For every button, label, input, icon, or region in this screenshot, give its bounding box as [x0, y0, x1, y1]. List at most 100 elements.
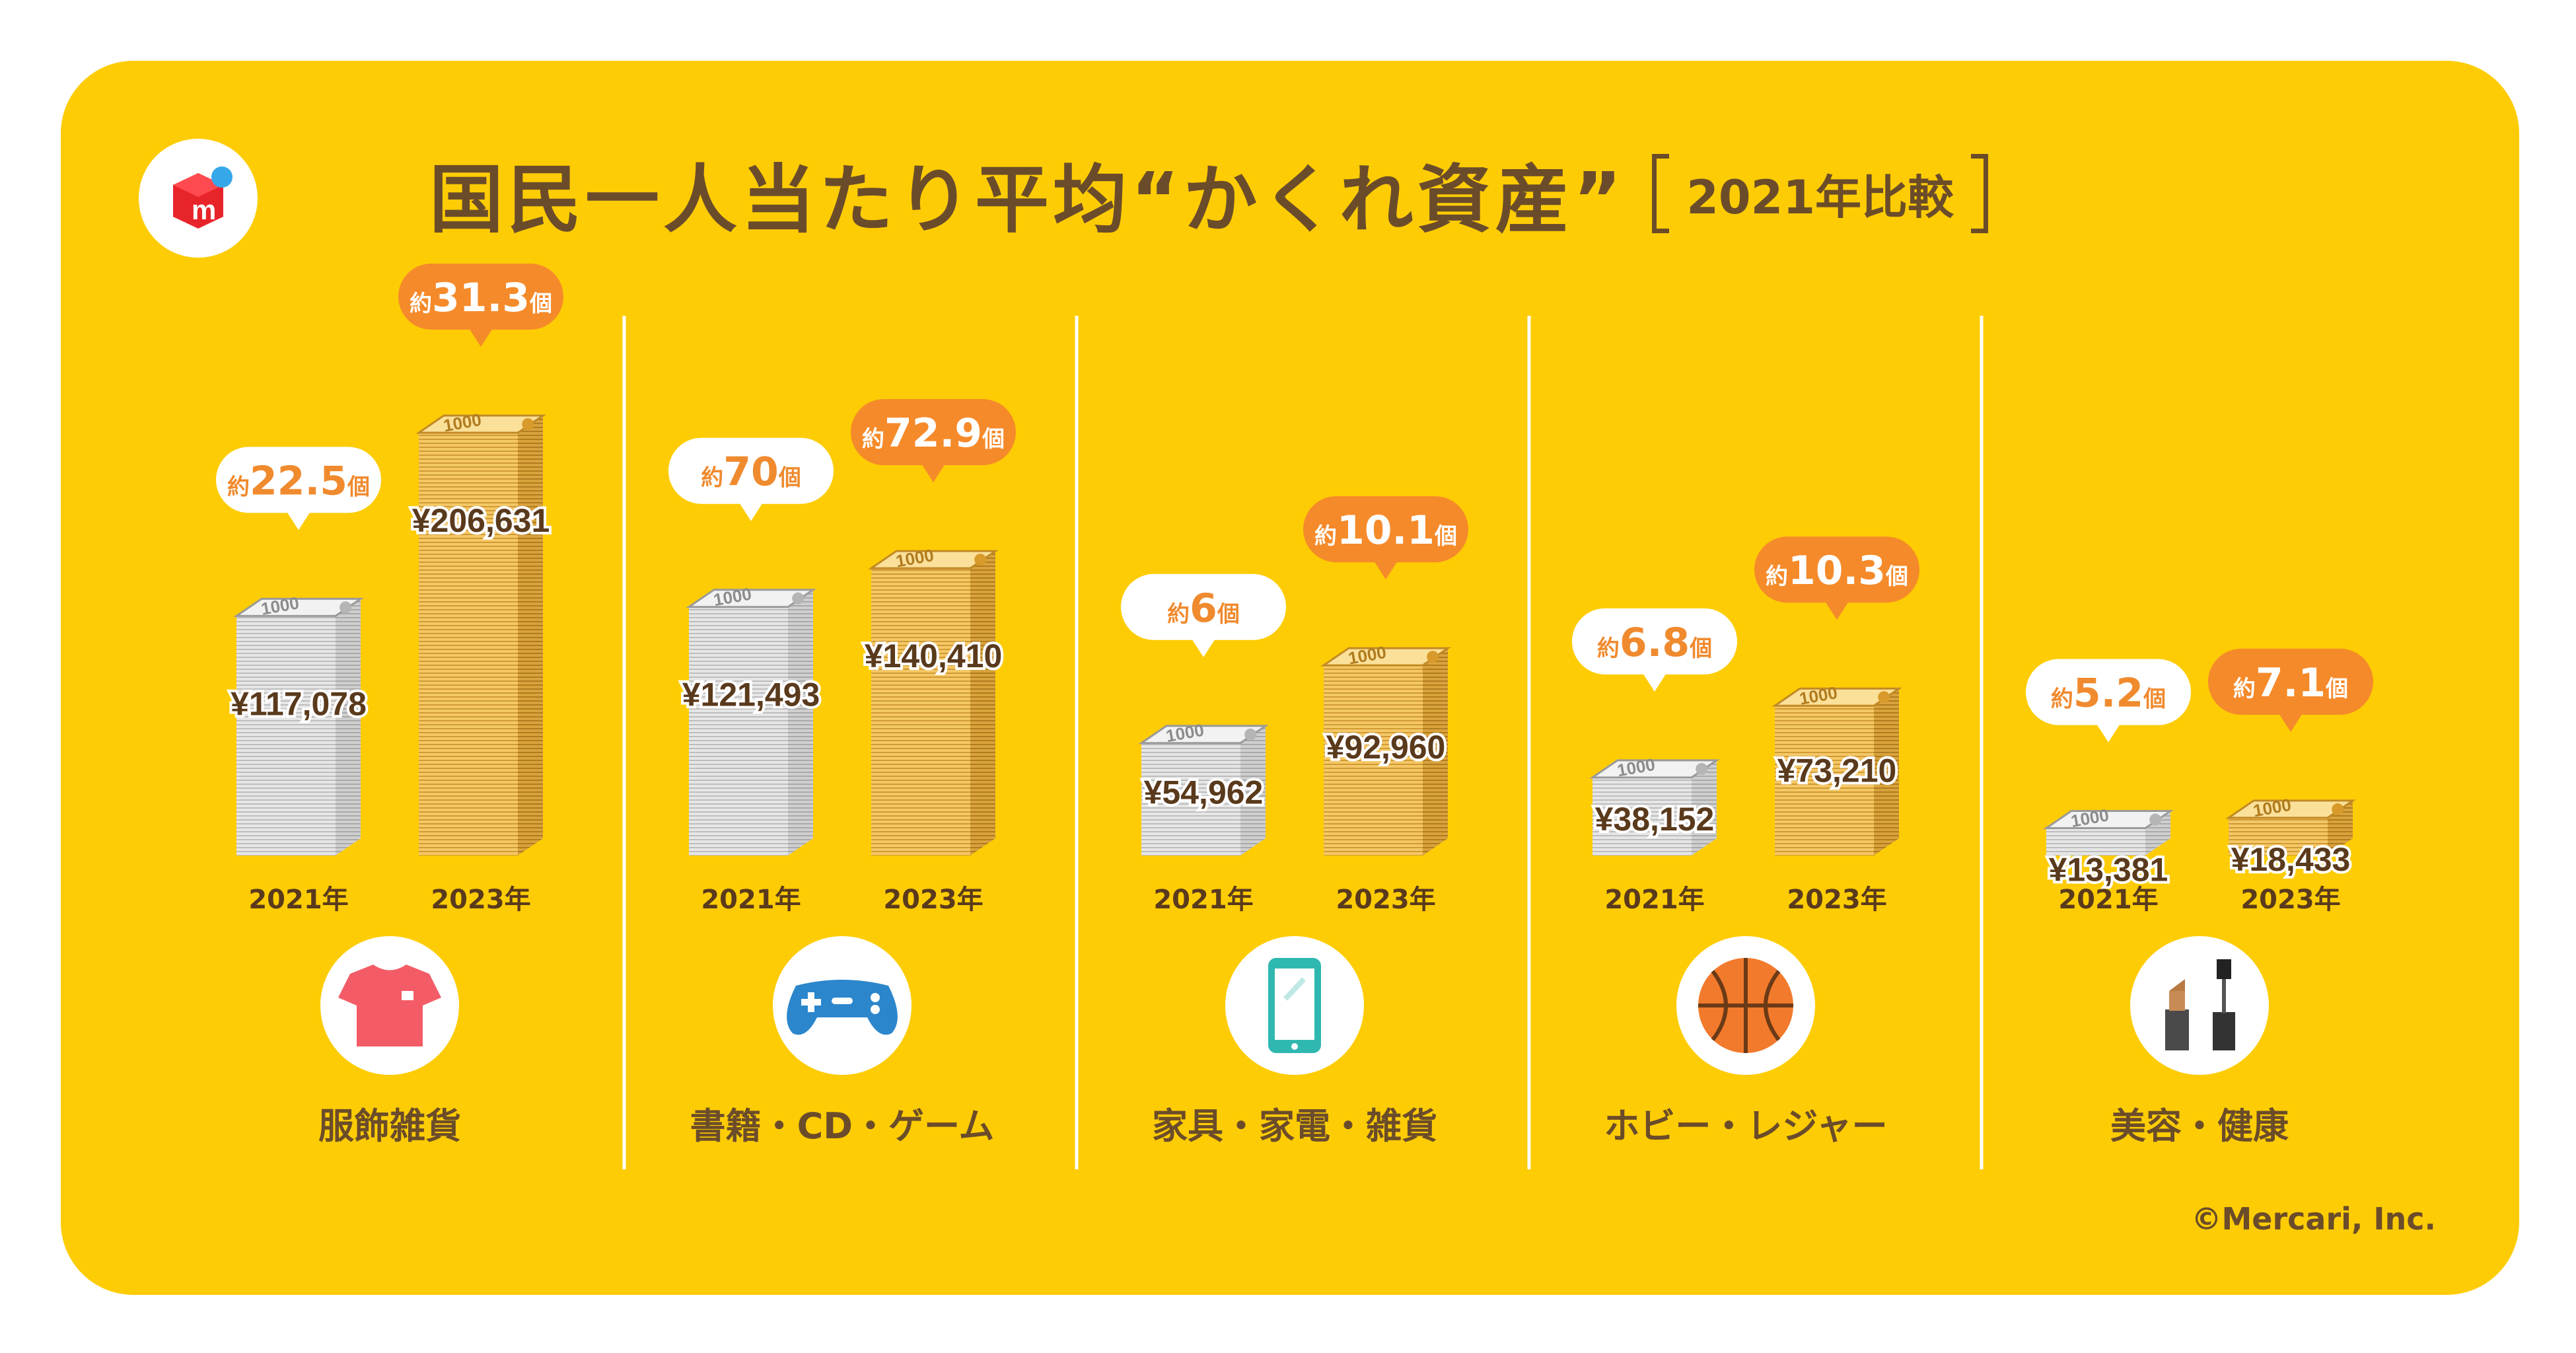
title-row: 国民一人当たり平均“かくれ資産” 2021年比較 — [429, 144, 1989, 243]
bar-front — [1775, 706, 1874, 856]
count-label: 約10.3個 — [1766, 548, 1908, 594]
count-bubble-1: 約10.1個 — [1303, 496, 1468, 580]
value-label: ¥92,960 — [1326, 729, 1446, 766]
bar-front — [1324, 665, 1423, 856]
year-label: 2023年 — [2240, 885, 2340, 915]
banknote-top — [1320, 647, 1451, 667]
cosmetics-icon — [2130, 936, 2269, 1075]
count-label: 約6.8個 — [1597, 620, 1712, 666]
bar-side — [970, 551, 995, 856]
value-label: ¥206,631 — [412, 502, 550, 539]
banknote-seal — [1427, 651, 1439, 663]
count-bubble-1: 約7.1個 — [2208, 648, 2373, 732]
count-bubble-0: 約22.5個 — [216, 447, 381, 530]
count-label: 約5.2個 — [2051, 671, 2166, 717]
banknote-seal — [792, 592, 805, 604]
value-label: ¥13,381 — [2049, 852, 2168, 889]
banknote-seal — [1878, 691, 1890, 704]
game-controller-icon — [773, 936, 912, 1075]
banknote-top — [1771, 687, 1902, 707]
value-label: ¥140,410 — [865, 638, 1003, 675]
bar-front — [1141, 743, 1240, 856]
bar-side — [1874, 688, 1899, 856]
banknote-seal — [2332, 803, 2344, 815]
subtitle-bracket-left — [1652, 154, 1670, 233]
count-label: 約10.1個 — [1314, 507, 1457, 554]
banknote-seal — [974, 554, 987, 566]
count-bubble-1: 約31.3個 — [398, 264, 563, 347]
year-label: 2021年 — [701, 885, 801, 915]
value-label: ¥121,493 — [682, 676, 820, 713]
value-label: ¥117,078 — [231, 685, 367, 722]
subtitle-group: 2021年比較 — [1652, 144, 1989, 243]
count-label: 約22.5個 — [227, 458, 370, 504]
basketball-icon — [1676, 936, 1815, 1075]
category-label: 書籍・CD・ゲーム — [690, 1105, 995, 1147]
bar-front — [236, 616, 336, 856]
bar-front — [1592, 777, 1692, 856]
bar-side — [336, 599, 361, 856]
value-label: ¥38,152 — [1595, 801, 1715, 838]
bar-side — [1240, 725, 1266, 856]
banknote-top — [2043, 810, 2174, 830]
banknote-top — [1589, 759, 1720, 779]
banknote-top — [1138, 725, 1269, 745]
year-label: 2021年 — [248, 885, 348, 915]
count-label: 約7.1個 — [2233, 660, 2348, 706]
bar-front — [2229, 817, 2328, 856]
year-label: 2023年 — [431, 885, 530, 915]
count-bubble-0: 約6個 — [1121, 573, 1286, 657]
subtitle-bracket-right — [1971, 154, 1989, 233]
category-label: 服飾雑貨 — [318, 1105, 461, 1147]
bar-front — [871, 568, 970, 856]
value-label: ¥54,962 — [1144, 774, 1264, 811]
count-bubble-1: 約10.3個 — [1754, 536, 1919, 620]
count-label: 約31.3個 — [410, 275, 552, 321]
count-bubble-0: 約5.2個 — [2026, 659, 2191, 743]
banknote-top — [415, 414, 546, 434]
smartphone-icon — [1225, 936, 1364, 1075]
banknote-top — [233, 597, 364, 617]
bar-front — [419, 433, 518, 856]
banknote-top — [2225, 799, 2356, 819]
banknote-seal — [1244, 728, 1257, 741]
value-label: ¥73,210 — [1777, 752, 1897, 789]
banknote-seal — [340, 601, 352, 614]
banknote-top — [868, 550, 999, 569]
value-label: ¥18,433 — [2231, 841, 2351, 878]
bar-side — [1423, 648, 1448, 856]
bar-side — [2145, 811, 2170, 856]
page-title: 国民一人当たり平均“かくれ資産” — [429, 157, 1626, 243]
year-label: 2023年 — [1336, 885, 1435, 915]
banknote-seal — [522, 418, 534, 430]
svg-text:m: m — [192, 194, 216, 225]
category-label: 美容・健康 — [2110, 1105, 2289, 1147]
count-label: 約72.9個 — [862, 410, 1005, 457]
year-label: 2021年 — [2058, 885, 2158, 915]
copyright: ©Mercari, Inc. — [2191, 1201, 2436, 1237]
bar-side — [1692, 760, 1717, 856]
count-label: 約6個 — [1167, 585, 1240, 632]
t-shirt-icon — [320, 936, 459, 1075]
year-label: 2021年 — [1604, 885, 1704, 915]
mercari-logo-icon: m — [173, 166, 233, 229]
count-bubble-0: 約70個 — [668, 437, 834, 521]
year-label: 2023年 — [883, 885, 983, 915]
year-label: 2023年 — [1787, 885, 1886, 915]
count-bubble-1: 約72.9個 — [851, 399, 1016, 483]
mercari-logo: m — [139, 139, 258, 258]
bar-side — [518, 416, 543, 856]
year-label: 2021年 — [1153, 885, 1253, 915]
page-subtitle: 2021年比較 — [1686, 170, 1954, 225]
